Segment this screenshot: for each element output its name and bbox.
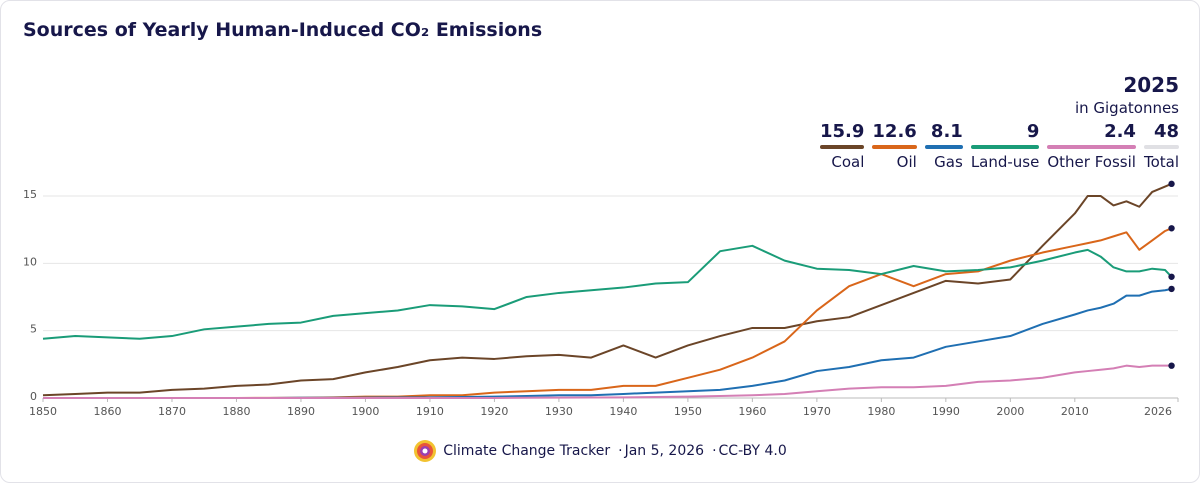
legend-value: 12.6 <box>872 121 917 142</box>
y-tick-label: 15 <box>23 188 37 201</box>
y-tick-label: 0 <box>30 390 37 403</box>
legend-panel: 2025 in Gigatonnes 15.9 Coal 12.6 Oil 8.1 Gas… <box>819 73 1179 171</box>
x-tick-label: 1980 <box>867 405 895 418</box>
legend-item: 48 Total <box>1143 121 1179 171</box>
series-line <box>43 227 1172 399</box>
legend-value: 15.9 <box>819 121 865 142</box>
x-tick-label: 1990 <box>932 405 960 418</box>
x-tick-label: 1920 <box>480 405 508 418</box>
y-tick-label: 5 <box>30 323 37 336</box>
x-tick-label: 1910 <box>416 405 444 418</box>
legend-label: Gas <box>934 153 963 171</box>
end-dot <box>1168 225 1175 232</box>
footer: Climate Change Tracker Jan 5, 2026 CC-BY… <box>1 439 1199 463</box>
legend-item: 8.1 Gas <box>924 121 963 171</box>
series-line <box>42 182 1172 397</box>
chart-title: Sources of Yearly Human-Induced CO₂ Emis… <box>23 19 543 41</box>
x-tick-label: 1860 <box>93 405 121 418</box>
unit: in Gigatonnes <box>1074 99 1179 117</box>
legend-item: 12.6 Oil <box>872 121 917 171</box>
x-tick-label: 2026 <box>1144 405 1172 418</box>
legend-item: 2.4 Other Fossil <box>1047 121 1136 171</box>
latest-year: 2025 <box>1123 73 1179 97</box>
y-tick-label: 10 <box>23 255 37 268</box>
series-line <box>43 364 1172 399</box>
end-dot <box>1168 273 1175 280</box>
legend-item: 15.9 Coal <box>819 121 865 171</box>
x-tick-label: 1950 <box>674 405 702 418</box>
legend-swatch <box>924 145 963 149</box>
total-value: 48 <box>1153 121 1179 142</box>
legend-item: 9 Land-use <box>970 121 1040 171</box>
end-dot <box>1168 180 1175 188</box>
total-swatch <box>1143 145 1179 149</box>
legend: 15.9 Coal 12.6 Oil 8.1 Gas 9 Land-use 2.4 Other F… <box>819 121 1179 171</box>
legend-label: Oil <box>896 153 917 171</box>
x-tick-label: 1930 <box>545 405 573 418</box>
x-tick-label: 1870 <box>158 405 186 418</box>
x-tick-label: 2010 <box>1061 405 1089 418</box>
legend-swatch <box>970 145 1040 149</box>
x-tick-label: 1970 <box>803 405 831 418</box>
x-tick-label: 1890 <box>287 405 315 418</box>
legend-value: 8.1 <box>930 121 963 142</box>
legend-label: Land-use <box>970 153 1040 171</box>
source: Climate Change Tracker <box>443 443 611 459</box>
x-tick-label: 1940 <box>609 405 637 418</box>
logo <box>414 440 437 462</box>
legend-swatch <box>872 145 917 149</box>
series-line <box>42 244 1173 340</box>
x-tick-label: 1900 <box>351 405 379 418</box>
end-dot <box>1168 285 1175 293</box>
x-tick-label: 1880 <box>222 405 250 418</box>
legend-swatch <box>819 145 865 149</box>
legend-label: Coal <box>831 153 865 171</box>
x-tick-label: 1960 <box>738 405 766 418</box>
legend-value: 9 <box>1026 121 1040 142</box>
legend-label: Other Fossil <box>1047 153 1136 171</box>
total-label: Total <box>1143 153 1179 171</box>
x-tick-label: 2000 <box>996 405 1024 418</box>
legend-swatch <box>1047 145 1136 149</box>
legend-value: 2.4 <box>1104 121 1136 142</box>
license: CC-BY 4.0 <box>710 443 787 459</box>
x-tick-label: 1850 <box>29 405 57 418</box>
date: Jan 5, 2026 <box>616 443 704 459</box>
end-dot <box>1168 362 1175 369</box>
